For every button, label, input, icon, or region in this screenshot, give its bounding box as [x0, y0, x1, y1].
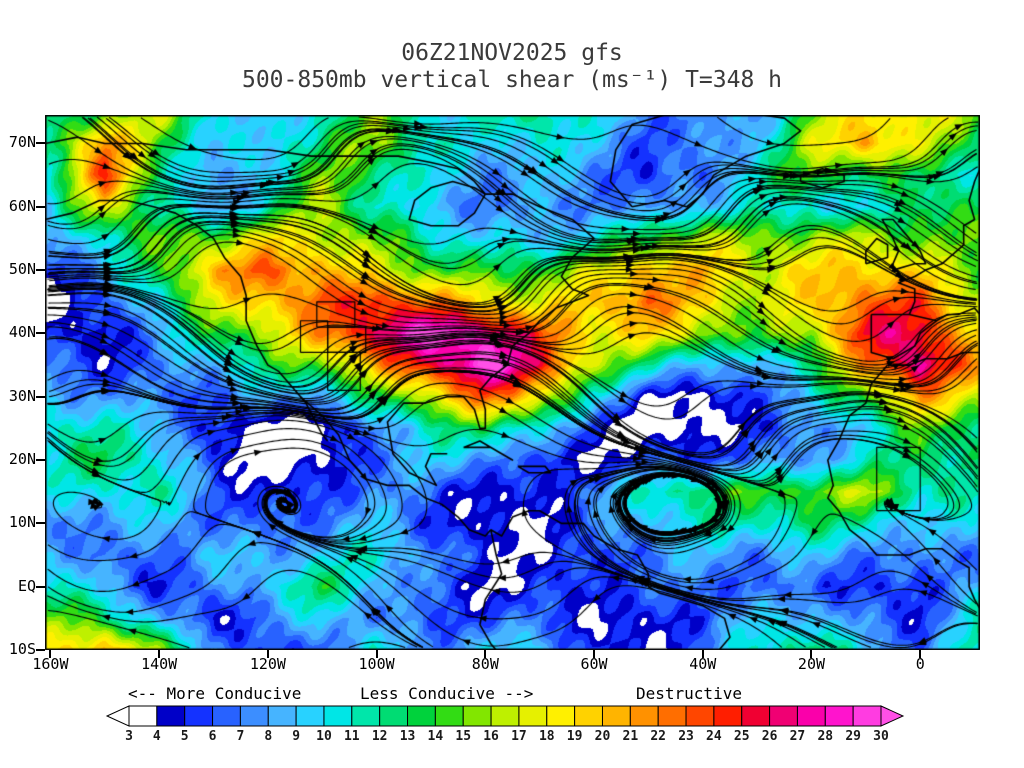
- legend-less-conducive: Less Conducive -->: [360, 684, 534, 703]
- lon-tick-mark: [375, 650, 378, 658]
- lon-tick-mark: [919, 650, 922, 658]
- plot-title-field: 500-850mb vertical shear (ms⁻¹) T=348 h: [241, 67, 783, 93]
- lon-tick-mark: [593, 650, 596, 658]
- colorbar-value-label: 7: [236, 729, 245, 744]
- lat-tick-mark: [36, 585, 45, 588]
- lat-tick-label: EQ: [17, 576, 36, 595]
- colorbar-value-label: 29: [845, 729, 861, 744]
- colorbar-value-label: 13: [399, 729, 416, 744]
- lat-tick-mark: [36, 205, 45, 208]
- colorbar-value-label: 14: [427, 729, 444, 744]
- lon-tick-mark: [158, 650, 161, 658]
- lat-tick-mark: [36, 269, 45, 272]
- map-area: [45, 115, 980, 650]
- legend-more-conducive: <-- More Conducive: [128, 684, 302, 703]
- colorbar: 3 4 5 6 7 8 9 10 11 12 13 14 15 16 17 18 19 20 21 22 23 24 25 2…: [105, 704, 905, 752]
- lon-tick-label: 80W: [471, 655, 499, 673]
- colorbar-value-label: 15: [455, 729, 472, 744]
- colorbar-value-label: 3: [125, 729, 133, 744]
- colorbar-value-label: 6: [208, 729, 217, 744]
- colorbar-value-label: 22: [650, 729, 666, 744]
- lon-tick-mark: [701, 650, 704, 658]
- lon-tick-label: 160W: [32, 655, 69, 673]
- colorbar-value-label: 20: [594, 729, 611, 744]
- lat-tick-label: 60N: [8, 196, 36, 215]
- colorbar-value-label: 12: [371, 729, 388, 744]
- colorbar-value-label: 27: [789, 729, 806, 744]
- colorbar-value-label: 25: [733, 729, 750, 744]
- lat-tick-label: 70N: [8, 133, 36, 152]
- shear-field-canvas: [45, 115, 980, 650]
- colorbar-value-label: 11: [343, 729, 360, 744]
- lat-tick-mark: [36, 522, 45, 525]
- colorbar-value-label: 17: [511, 729, 527, 744]
- plot-title-run: 06Z21NOV2025 gfs: [401, 40, 623, 66]
- lon-tick-label: 20W: [797, 655, 826, 673]
- colorbar-value-label: 21: [622, 729, 639, 744]
- lon-tick-label: 0: [915, 655, 925, 673]
- colorbar-value-label: 26: [761, 729, 778, 744]
- colorbar-cells: [105, 705, 905, 727]
- colorbar-value-label: 24: [706, 729, 722, 744]
- colorbar-value-label: 19: [566, 729, 583, 744]
- colorbar-value-label: 18: [538, 729, 555, 744]
- colorbar-value-label: 10: [316, 729, 332, 744]
- colorbar-value-label: 23: [678, 729, 694, 744]
- lon-tick-label: 40W: [689, 655, 717, 673]
- lat-tick-mark: [36, 332, 45, 335]
- lat-tick-label: 20N: [8, 450, 36, 469]
- lon-tick-mark: [484, 650, 487, 658]
- lat-tick-mark: [36, 649, 45, 651]
- colorbar-value-label: 30: [873, 729, 889, 744]
- colorbar-value-label: 28: [817, 729, 834, 744]
- lon-tick-mark: [266, 650, 269, 658]
- lat-tick-mark: [36, 142, 45, 145]
- legend-destructive: Destructive: [636, 684, 742, 703]
- colorbar-value-label: 16: [483, 729, 499, 744]
- lat-tick-label: 50N: [8, 260, 36, 279]
- lat-tick-label: 10S: [8, 640, 36, 658]
- lat-tick-label: 40N: [8, 323, 36, 342]
- lon-tick-mark: [49, 650, 52, 658]
- lon-tick-label: 120W: [249, 655, 286, 673]
- lat-tick-label: 30N: [8, 386, 36, 405]
- lat-tick-mark: [36, 459, 45, 462]
- lon-tick-label: 60W: [580, 655, 608, 673]
- colorbar-value-label: 4: [152, 729, 161, 744]
- lon-tick-mark: [810, 650, 813, 658]
- lat-tick-label: 10N: [8, 513, 36, 532]
- lon-tick-label: 140W: [141, 655, 178, 673]
- colorbar-value-label: 5: [180, 729, 189, 744]
- lat-tick-mark: [36, 395, 45, 398]
- colorbar-value-label: 8: [264, 729, 273, 744]
- colorbar-value-label: 9: [292, 729, 301, 744]
- lon-tick-label: 100W: [358, 655, 395, 673]
